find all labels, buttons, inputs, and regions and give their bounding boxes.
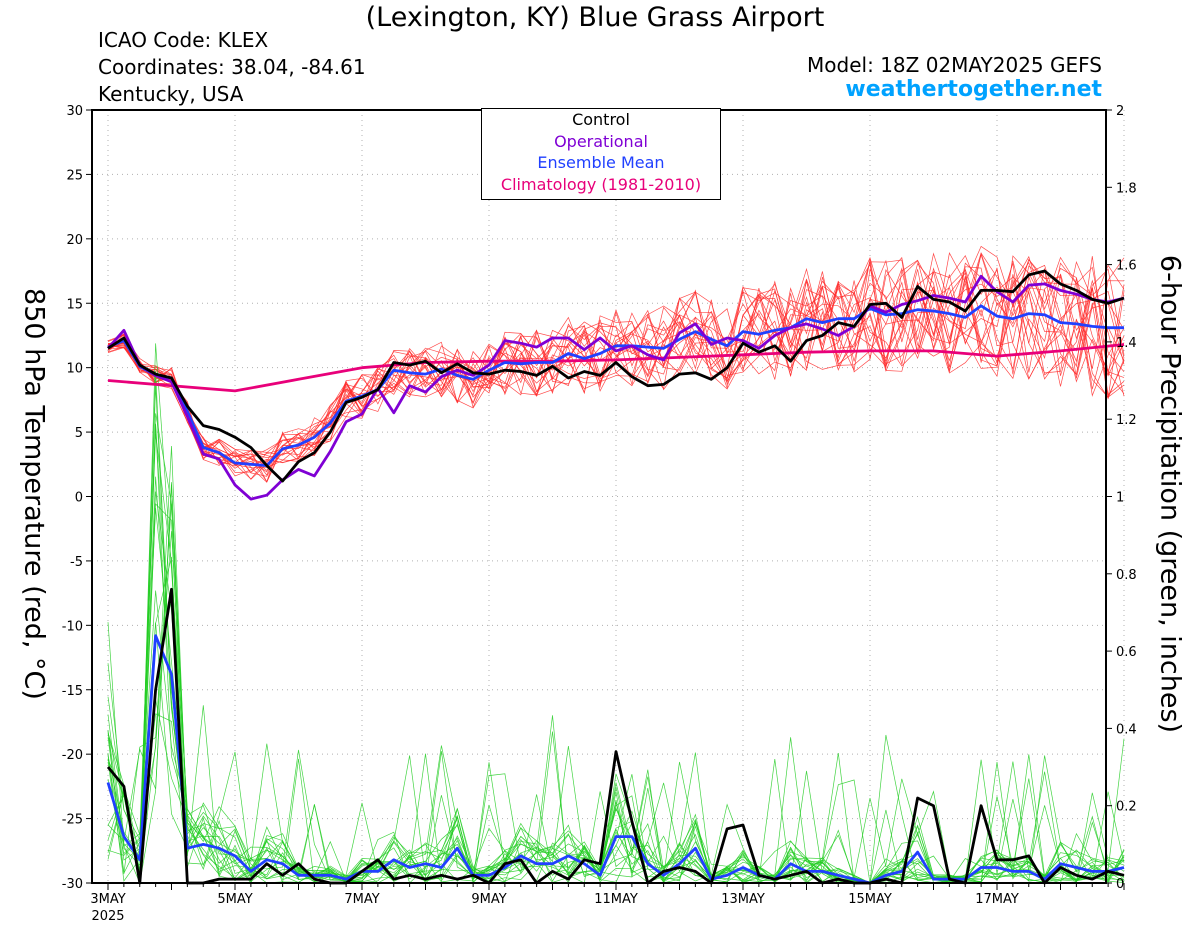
plot-frame	[91, 109, 1107, 884]
precip-member-line	[107, 413, 1125, 884]
y-axis-label-left: 850 hPa Temperature (red, °C)	[18, 288, 50, 700]
y-tick-label-right: 0	[1116, 877, 1124, 892]
legend-climatology: Climatology (1981-2010)	[500, 174, 702, 194]
operational-temperature-line	[106, 274, 1125, 501]
precip-member-line	[107, 476, 1125, 884]
control-precipitation-line	[106, 587, 1125, 885]
climatology-1981-2010-temperature-line	[107, 343, 1125, 393]
x-tick-label: 17MAY	[975, 892, 1019, 907]
x-tick-label: 7MAY	[344, 892, 379, 907]
y-tick-label-right: 1.8	[1116, 181, 1137, 196]
model-run: Model: 18Z 02MAY2025 GEFS	[807, 53, 1102, 77]
y-tick-label-right: 1.6	[1116, 259, 1137, 274]
precipitation-ensemble-members	[107, 343, 1125, 885]
y-tick-label-right: 0.2	[1116, 800, 1137, 815]
temp-member-line	[107, 264, 1125, 483]
y-tick-label-left: -20	[62, 748, 83, 763]
ensemble-mean-temperature-line	[107, 304, 1124, 468]
coordinates: Coordinates: 38.04, -84.61	[98, 55, 366, 79]
y-tick-label-right: 1.2	[1116, 413, 1137, 428]
y-tick-label-left: -15	[62, 684, 83, 699]
y-tick-label-right: 1	[1116, 491, 1124, 506]
x-tick-label: 13MAY	[721, 892, 765, 907]
y-tick-label-left: -30	[62, 877, 83, 892]
legend-operational: Operational	[554, 131, 648, 151]
site-link[interactable]: weathertogether.net	[845, 77, 1102, 102]
y-tick-label-left: -5	[70, 555, 83, 570]
precip-member-line	[107, 424, 1125, 884]
precip-member-line	[107, 445, 1125, 884]
temp-member-line	[107, 258, 1125, 466]
chart-title: (Lexington, KY) Blue Grass Airport	[365, 2, 825, 33]
legend-control: Control	[572, 110, 630, 129]
y-tick-label-right: 0.6	[1116, 645, 1137, 660]
y-tick-label-left: 5	[75, 426, 83, 441]
y-tick-label-left: 0	[75, 491, 83, 506]
y-tick-label-left: 10	[66, 362, 83, 377]
x-tick-label: 5MAY	[217, 892, 252, 907]
precip-member-line	[107, 482, 1125, 885]
axis-ticks: 302520151050-5-10-15-20-25-3021.81.61.41…	[62, 104, 1137, 924]
y-tick-label-right: 0.8	[1116, 568, 1137, 583]
control-temperature-line	[107, 269, 1125, 483]
y-tick-label-left: 15	[66, 297, 83, 312]
temp-member-line	[107, 256, 1125, 458]
temp-member-line	[107, 262, 1125, 466]
y-tick-label-right: 1.4	[1116, 336, 1137, 351]
series-lines	[106, 269, 1125, 885]
y-tick-label-left: -25	[62, 813, 83, 828]
precip-member-line	[107, 556, 1125, 884]
x-tick-label: 3MAY	[90, 892, 125, 907]
y-tick-label-right: 2	[1116, 104, 1124, 119]
x-year-label: 2025	[91, 909, 124, 924]
precip-member-line	[107, 423, 1125, 884]
y-tick-label-left: 25	[66, 168, 83, 183]
precip-member-line	[107, 484, 1125, 884]
y-tick-label-right: 0.4	[1116, 722, 1137, 737]
y-tick-label-left: 20	[66, 233, 83, 248]
icao-code: ICAO Code: KLEX	[98, 28, 269, 52]
x-tick-label: 15MAY	[848, 892, 892, 907]
x-tick-label: 11MAY	[594, 892, 638, 907]
legend: Control Operational Ensemble Mean Climat…	[481, 108, 721, 200]
x-tick-label: 9MAY	[471, 892, 506, 907]
legend-ensemble-mean: Ensemble Mean	[537, 153, 665, 172]
y-tick-label-left: 30	[66, 104, 83, 119]
y-tick-label-left: -10	[62, 619, 83, 634]
region: Kentucky, USA	[98, 82, 244, 106]
y-axis-label-right: 6-hour Precipitation (green, inches)	[1154, 254, 1186, 734]
